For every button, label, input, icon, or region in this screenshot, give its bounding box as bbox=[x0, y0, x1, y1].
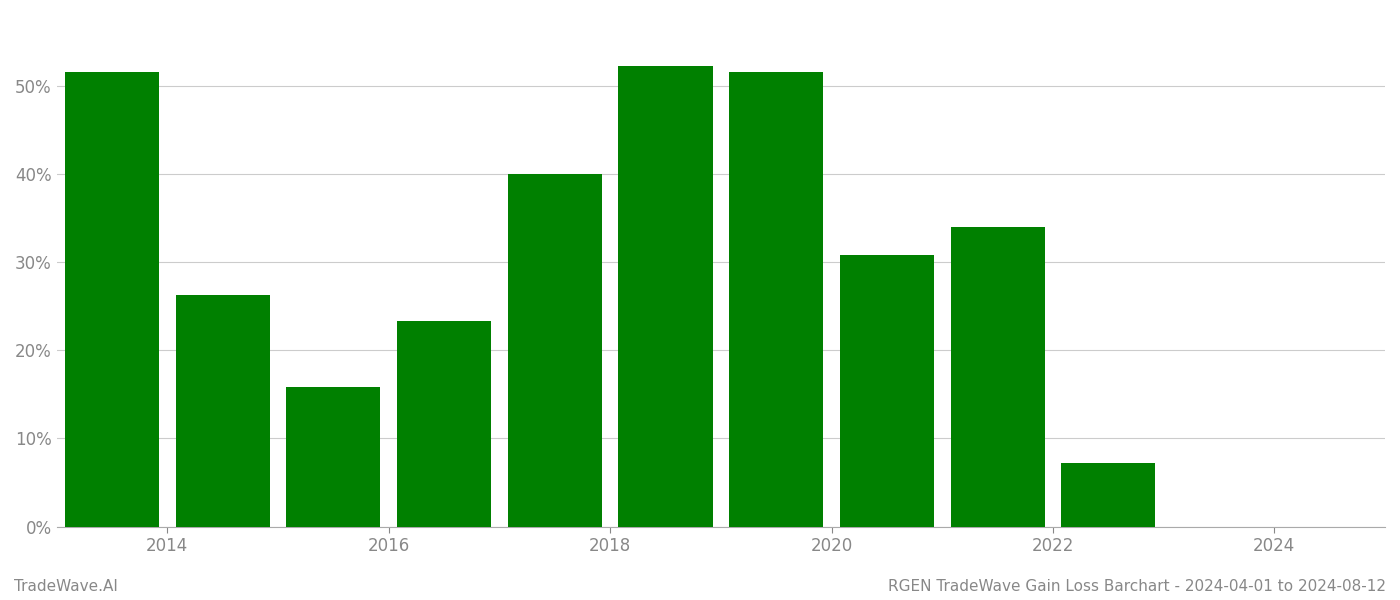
Bar bbox=[1061, 463, 1155, 527]
Bar bbox=[729, 73, 823, 527]
Bar bbox=[398, 321, 491, 527]
Bar bbox=[64, 73, 160, 527]
Text: TradeWave.AI: TradeWave.AI bbox=[14, 579, 118, 594]
Bar bbox=[508, 174, 602, 527]
Bar bbox=[619, 66, 713, 527]
Text: RGEN TradeWave Gain Loss Barchart - 2024-04-01 to 2024-08-12: RGEN TradeWave Gain Loss Barchart - 2024… bbox=[888, 579, 1386, 594]
Bar bbox=[287, 387, 381, 527]
Bar bbox=[840, 255, 934, 527]
Bar bbox=[175, 295, 270, 527]
Bar bbox=[951, 227, 1044, 527]
